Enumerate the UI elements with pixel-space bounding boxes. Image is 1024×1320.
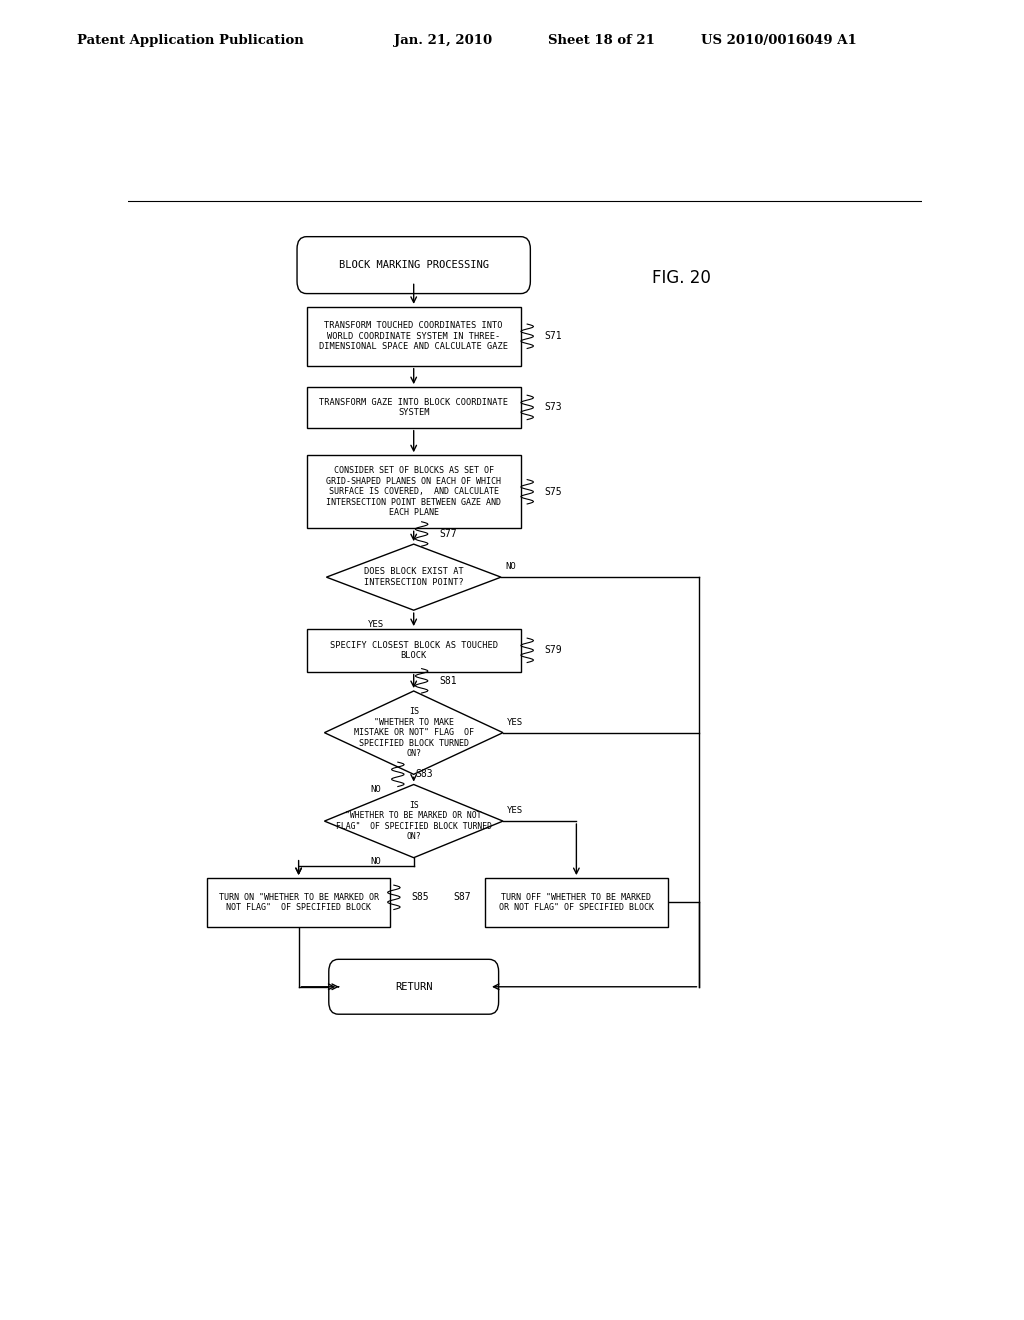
Polygon shape <box>325 690 503 775</box>
Text: S77: S77 <box>439 529 457 539</box>
FancyBboxPatch shape <box>329 960 499 1014</box>
Text: TRANSFORM GAZE INTO BLOCK COORDINATE
SYSTEM: TRANSFORM GAZE INTO BLOCK COORDINATE SYS… <box>319 397 508 417</box>
Text: YES: YES <box>507 807 523 814</box>
Text: S85: S85 <box>412 892 429 903</box>
Bar <box>207 878 390 927</box>
Text: IS
"WHETHER TO BE MARKED OR NOT
FLAG"  OF SPECIFIED BLOCK TURNED
ON?: IS "WHETHER TO BE MARKED OR NOT FLAG" OF… <box>336 801 492 841</box>
Text: RETURN: RETURN <box>395 982 432 991</box>
Text: NO: NO <box>505 562 516 572</box>
Bar <box>306 306 521 366</box>
Text: NO: NO <box>370 857 381 866</box>
Text: S81: S81 <box>439 676 457 686</box>
Text: SPECIFY CLOSEST BLOCK AS TOUCHED
BLOCK: SPECIFY CLOSEST BLOCK AS TOUCHED BLOCK <box>330 640 498 660</box>
Text: TRANSFORM TOUCHED COORDINATES INTO
WORLD COORDINATE SYSTEM IN THREE-
DIMENSIONAL: TRANSFORM TOUCHED COORDINATES INTO WORLD… <box>319 321 508 351</box>
Text: FIG. 20: FIG. 20 <box>652 269 711 288</box>
Text: Sheet 18 of 21: Sheet 18 of 21 <box>548 34 654 48</box>
Text: S79: S79 <box>545 645 562 655</box>
Text: S73: S73 <box>545 403 562 412</box>
Text: YES: YES <box>507 718 523 726</box>
Text: NO: NO <box>370 784 381 793</box>
Text: Jan. 21, 2010: Jan. 21, 2010 <box>394 34 493 48</box>
FancyBboxPatch shape <box>297 236 530 293</box>
Text: S87: S87 <box>454 892 471 903</box>
Text: S75: S75 <box>545 487 562 496</box>
Bar <box>485 878 668 927</box>
Text: US 2010/0016049 A1: US 2010/0016049 A1 <box>701 34 857 48</box>
Text: Patent Application Publication: Patent Application Publication <box>77 34 303 48</box>
Text: S71: S71 <box>545 331 562 342</box>
Bar <box>306 387 521 428</box>
Text: IS
"WHETHER TO MAKE
MISTAKE OR NOT" FLAG  OF
SPECIFIED BLOCK TURNED
ON?: IS "WHETHER TO MAKE MISTAKE OR NOT" FLAG… <box>353 708 474 758</box>
Text: S83: S83 <box>416 770 433 779</box>
Text: BLOCK MARKING PROCESSING: BLOCK MARKING PROCESSING <box>339 260 488 271</box>
Polygon shape <box>327 544 501 610</box>
Text: TURN ON "WHETHER TO BE MARKED OR
NOT FLAG"  OF SPECIFIED BLOCK: TURN ON "WHETHER TO BE MARKED OR NOT FLA… <box>219 892 379 912</box>
Polygon shape <box>325 784 503 858</box>
Text: TURN OFF "WHETHER TO BE MARKED
OR NOT FLAG" OF SPECIFIED BLOCK: TURN OFF "WHETHER TO BE MARKED OR NOT FL… <box>499 892 654 912</box>
Bar <box>306 630 521 672</box>
Text: YES: YES <box>368 620 384 630</box>
Text: DOES BLOCK EXIST AT
INTERSECTION POINT?: DOES BLOCK EXIST AT INTERSECTION POINT? <box>364 568 464 587</box>
Text: CONSIDER SET OF BLOCKS AS SET OF
GRID-SHAPED PLANES ON EACH OF WHICH
SURFACE IS : CONSIDER SET OF BLOCKS AS SET OF GRID-SH… <box>327 466 501 517</box>
Bar <box>306 455 521 528</box>
